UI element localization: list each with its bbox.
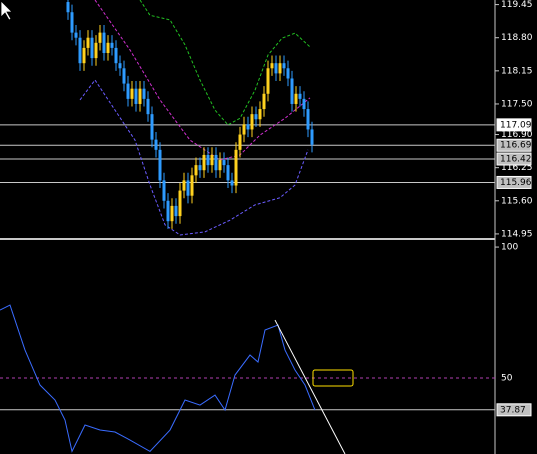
candle-body — [90, 37, 94, 59]
y-tick-label: 117.50 — [501, 99, 533, 109]
candle-body — [94, 42, 98, 59]
candle-body — [230, 180, 234, 186]
level-label-box — [496, 138, 532, 152]
candle-body — [278, 63, 282, 74]
candle-body — [194, 165, 198, 176]
level-label-box — [496, 175, 532, 189]
candle-body — [82, 47, 86, 64]
candle-body — [234, 149, 238, 186]
candle-body — [110, 42, 114, 48]
candle-body — [106, 42, 110, 54]
oscillator-line — [0, 304, 316, 453]
candle-body — [166, 200, 170, 222]
candle-body — [66, 2, 70, 13]
candle-body — [162, 180, 166, 201]
level-label: 116.42 — [500, 155, 532, 165]
candle-body — [182, 180, 186, 191]
candle-body — [262, 93, 266, 110]
candle-body — [202, 154, 206, 171]
candle-body — [258, 109, 262, 120]
y-tick-label: 118.80 — [501, 33, 533, 43]
candle-body — [250, 114, 254, 130]
mouse-cursor — [0, 0, 13, 21]
candle-body — [186, 180, 190, 196]
y-tick-label: 116.25 — [501, 163, 533, 173]
candle-body — [126, 83, 130, 99]
level-label: 116.69 — [500, 141, 532, 151]
candle-body — [150, 114, 154, 140]
y-tick-label: 114.95 — [501, 229, 533, 239]
candle-body — [310, 129, 314, 145]
candle-body — [242, 124, 246, 135]
candle-body — [134, 88, 138, 104]
level-label-box — [496, 403, 532, 417]
y-tick-label: 118.15 — [501, 66, 533, 76]
candle-body — [102, 32, 106, 54]
candle-body — [266, 68, 270, 94]
candle-body — [298, 93, 302, 99]
candle-body — [130, 88, 134, 99]
y-tick-label: 116.90 — [501, 130, 533, 140]
y-tick-label: 100 — [501, 243, 518, 253]
y-tick-label: 115.60 — [501, 196, 533, 206]
candle-body — [98, 32, 102, 43]
candle-body — [178, 190, 182, 217]
level-label: 115.96 — [500, 178, 532, 188]
candle-body — [226, 165, 230, 181]
candle-body — [302, 98, 306, 110]
candle-body — [114, 47, 118, 64]
candle-body — [206, 154, 210, 166]
candle-body — [246, 124, 250, 130]
candle-body — [70, 12, 74, 33]
candle-body — [142, 88, 146, 99]
candle-body — [86, 37, 90, 48]
candle-body — [198, 165, 202, 171]
level-label-box — [496, 118, 532, 132]
candle-body — [190, 175, 194, 196]
candle-body — [122, 68, 126, 84]
candle-body — [118, 63, 122, 69]
candle-body — [154, 139, 158, 150]
candle-body — [274, 63, 278, 74]
candle-body — [254, 114, 258, 120]
rectangle-object — [312, 369, 354, 387]
level-label: 117.09 — [500, 120, 532, 130]
candle-body — [294, 93, 298, 104]
candle-body — [210, 154, 214, 166]
candle-body — [282, 63, 286, 69]
candle-body — [238, 134, 242, 150]
level-label: 37.87 — [500, 405, 526, 415]
trend-line — [274, 319, 346, 454]
candle-body — [306, 109, 310, 130]
candle-body — [138, 88, 142, 104]
level-label: 50 — [501, 374, 513, 384]
candle-body — [170, 205, 174, 222]
level-label-box — [496, 152, 532, 166]
candle-body — [286, 68, 290, 79]
y-tick-label: 119.45 — [501, 0, 533, 10]
candle-body — [74, 32, 78, 38]
candle-body — [158, 149, 162, 181]
band-line — [79, 79, 309, 236]
candle-body — [222, 160, 226, 166]
candle-body — [174, 205, 178, 217]
candle-body — [270, 63, 274, 69]
candle-body — [290, 78, 294, 104]
candle-body — [146, 98, 150, 115]
candle-body — [78, 37, 82, 64]
candle-body — [218, 160, 222, 171]
candle-body — [214, 154, 218, 171]
